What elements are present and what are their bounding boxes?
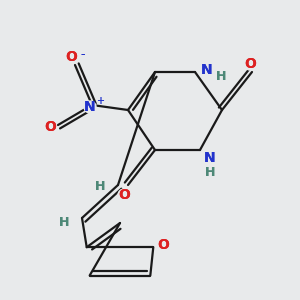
- Text: N: N: [201, 63, 213, 77]
- Circle shape: [244, 58, 256, 70]
- Circle shape: [205, 167, 215, 177]
- Text: N: N: [204, 151, 216, 165]
- Text: H: H: [95, 181, 105, 194]
- Text: N: N: [201, 63, 213, 77]
- Text: +: +: [96, 96, 104, 106]
- Circle shape: [65, 51, 77, 63]
- Text: H: H: [205, 166, 215, 178]
- Text: N: N: [204, 151, 216, 165]
- Circle shape: [204, 152, 216, 164]
- Text: O: O: [244, 57, 256, 71]
- Circle shape: [59, 217, 69, 227]
- Text: H: H: [59, 215, 69, 229]
- Text: -: -: [81, 49, 85, 62]
- Text: O: O: [44, 120, 56, 134]
- Text: O: O: [65, 50, 77, 64]
- Text: -: -: [81, 49, 85, 62]
- Text: H: H: [59, 215, 69, 229]
- Text: O: O: [65, 50, 77, 64]
- Text: H: H: [95, 181, 105, 194]
- Text: H: H: [216, 70, 226, 83]
- Text: O: O: [44, 120, 56, 134]
- Text: N: N: [84, 100, 96, 114]
- Circle shape: [201, 64, 213, 76]
- Text: O: O: [118, 188, 130, 202]
- Text: O: O: [157, 238, 169, 252]
- Circle shape: [95, 182, 105, 192]
- Text: O: O: [244, 57, 256, 71]
- Circle shape: [157, 239, 169, 251]
- Text: +: +: [96, 96, 104, 106]
- Text: H: H: [205, 166, 215, 178]
- Circle shape: [44, 121, 56, 133]
- Text: H: H: [216, 70, 226, 83]
- Circle shape: [118, 189, 130, 201]
- Text: O: O: [157, 238, 169, 252]
- Text: O: O: [118, 188, 130, 202]
- Circle shape: [84, 101, 96, 113]
- Text: N: N: [84, 100, 96, 114]
